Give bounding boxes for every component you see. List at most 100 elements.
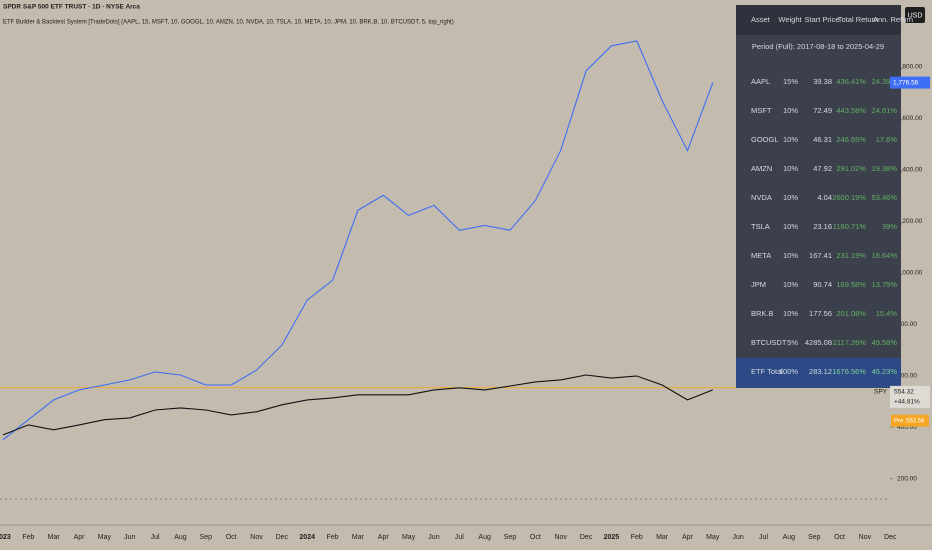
- table-cell: 10%: [783, 309, 798, 318]
- table-cell: JPM: [751, 280, 766, 289]
- table-cell: 10%: [783, 193, 798, 202]
- x-tick-label: Jun: [428, 534, 439, 541]
- y-tick-label: 1,800.00: [897, 64, 923, 71]
- table-cell: 46.31: [813, 135, 832, 144]
- table-cell: 10%: [783, 251, 798, 260]
- table-cell: 10%: [783, 106, 798, 115]
- x-tick-label: Nov: [859, 534, 872, 541]
- table-cell: 13.75%: [872, 280, 898, 289]
- table-cell: 15.4%: [876, 309, 898, 318]
- x-tick-label: Oct: [834, 534, 845, 541]
- table-cell: 10%: [783, 164, 798, 173]
- x-tick-label: Dec: [276, 534, 289, 541]
- x-tick-label: May: [402, 534, 416, 541]
- table-cell: 1676.56%: [832, 367, 866, 376]
- table-cell: 49.58%: [872, 338, 898, 347]
- table-cell: 15%: [783, 77, 798, 86]
- x-tick-label: Feb: [631, 534, 643, 541]
- indicator-title: ETF Builder & Backtest System [TradeDots…: [3, 20, 454, 26]
- series-line: [2, 374, 714, 436]
- table-cell: MSFT: [751, 106, 772, 115]
- table-cell: 2600.19%: [832, 193, 866, 202]
- x-tick-label: Mar: [656, 534, 669, 541]
- table-cell: 246.65%: [836, 135, 866, 144]
- table-cell: 10%: [783, 135, 798, 144]
- x-tick-label: Oct: [226, 534, 237, 541]
- table-cell: 100%: [779, 367, 799, 376]
- symbol-title: SPDR S&P 500 ETF TRUST · 1D · NYSE Arca: [3, 4, 140, 11]
- x-tick-label: Dec: [580, 534, 593, 541]
- pre-name-tag: Pre: [894, 418, 904, 424]
- currency-label[interactable]: USD: [908, 12, 923, 19]
- x-tick-label: Aug: [783, 534, 796, 541]
- x-tick-label: Apr: [378, 534, 390, 541]
- table-cell: 291.02%: [836, 164, 866, 173]
- table-header: Total Return: [838, 15, 878, 24]
- table-cell: 169.58%: [836, 280, 866, 289]
- x-tick-label: May: [706, 534, 720, 541]
- x-tick-label: Nov: [554, 534, 567, 541]
- y-tick-label: 1,200.00: [897, 218, 923, 225]
- spy-price-tag-bg: [890, 385, 930, 408]
- price-tags: 1,776.56 SPY 554.32 +44.81% Pre 553.58: [874, 76, 930, 427]
- table-cell: 72.49: [813, 106, 832, 115]
- pre-tag-bg: [891, 414, 929, 427]
- table-header-bg: [736, 5, 901, 35]
- x-tick-label: Apr: [74, 534, 86, 541]
- spy-price-tag: 554.32: [894, 389, 914, 396]
- x-tick-label: 2025: [604, 534, 620, 541]
- x-tick-label: Sep: [808, 534, 821, 541]
- x-tick-label: Apr: [682, 534, 694, 541]
- table-cell: AMZN: [751, 164, 772, 173]
- x-tick-label: Dec: [884, 534, 897, 541]
- table-header: Asset: [751, 15, 771, 24]
- x-tick-label: Sep: [200, 534, 213, 541]
- table-cell: AAPL: [751, 77, 770, 86]
- x-tick-label: Jul: [759, 534, 768, 541]
- spy-change-tag: +44.81%: [894, 399, 920, 406]
- table-cell: 23.16: [813, 222, 832, 231]
- x-tick-label: Jul: [151, 534, 160, 541]
- table-cell: 443.58%: [836, 106, 866, 115]
- table-cell: 90.74: [813, 280, 832, 289]
- table-cell: 5%: [787, 338, 798, 347]
- x-tick-label: Jun: [124, 534, 135, 541]
- table-cell: 53.46%: [872, 193, 898, 202]
- y-tick-label: 600.00: [897, 372, 917, 379]
- x-tick-label: Aug: [478, 534, 491, 541]
- y-tick-label: 1,000.00: [897, 270, 923, 277]
- table-header: Weight: [778, 15, 802, 24]
- table-cell: BRK.B: [751, 309, 774, 318]
- table-cell: META: [751, 251, 771, 260]
- table-cell: 47.92: [813, 164, 832, 173]
- table-cell: ETF Total: [751, 367, 783, 376]
- y-tick-label: 1,600.00: [897, 115, 923, 122]
- table-header: Ann. Return: [873, 15, 913, 24]
- y-tick-label: 800.00: [897, 321, 917, 328]
- table-cell: 19.38%: [872, 164, 898, 173]
- table-cell: 283.12: [809, 367, 832, 376]
- table-cell: 17.6%: [876, 135, 898, 144]
- table-cell: 39%: [882, 222, 897, 231]
- table-cell: 39.38: [813, 77, 832, 86]
- x-tick-label: Mar: [48, 534, 61, 541]
- table-cell: TSLA: [751, 222, 770, 231]
- x-tick-label: Jun: [733, 534, 744, 541]
- table-cell: 201.08%: [836, 309, 866, 318]
- table-cell: 1160.71%: [833, 222, 867, 231]
- x-tick-label: 2023: [0, 534, 11, 541]
- table-cell: 436.41%: [836, 77, 866, 86]
- plot: 200.00 400.00 600.00 800.00 1,000.00 1,200.00…: [0, 40, 923, 541]
- table-cell: NVDA: [751, 193, 772, 202]
- x-tick-label: Oct: [530, 534, 541, 541]
- table-cell: 4.04: [817, 193, 832, 202]
- x-tick-label: Aug: [174, 534, 187, 541]
- x-tick-label: Mar: [352, 534, 365, 541]
- currency-box[interactable]: [905, 7, 925, 23]
- table-cell: BTCUSDT: [751, 338, 787, 347]
- table-total-bg: [736, 358, 901, 388]
- table-cell: 24.61%: [872, 106, 898, 115]
- table-header: Start Price: [804, 15, 839, 24]
